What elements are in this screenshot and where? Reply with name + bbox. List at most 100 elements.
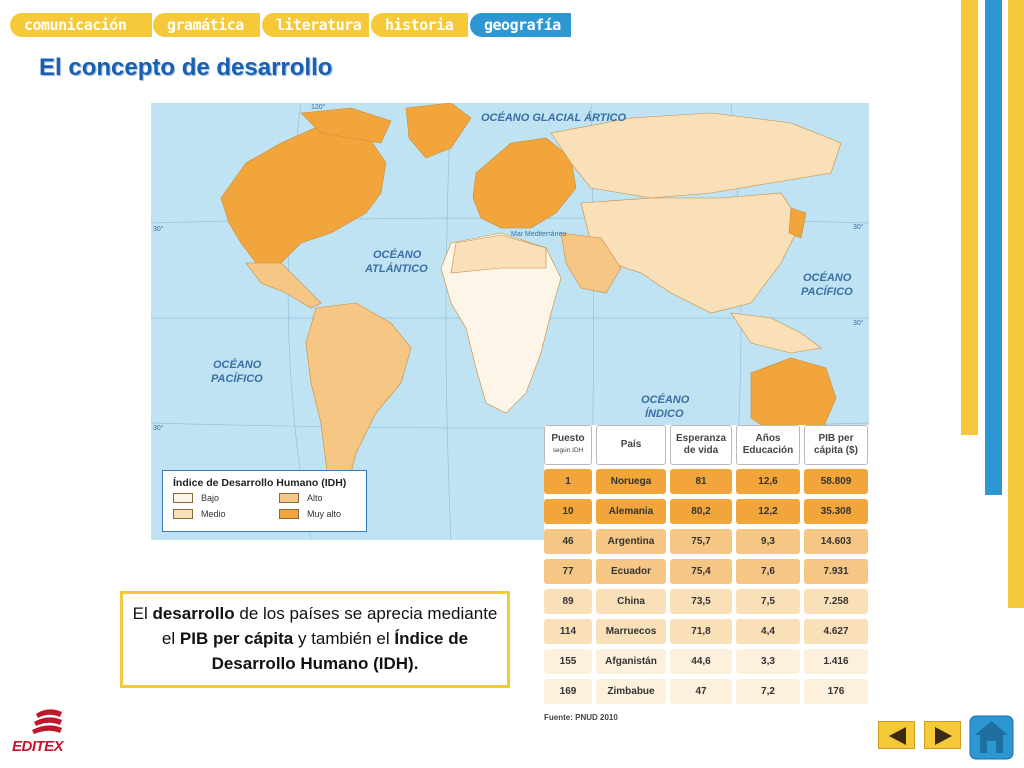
region-north-africa xyxy=(450,234,547,274)
legend-title: Índice de Desarrollo Humano (IDH) xyxy=(173,477,347,489)
tab-geografia[interactable]: geografía xyxy=(470,13,571,37)
header-rank-sub: según IDH xyxy=(552,447,584,454)
label-deg-30n: 30° xyxy=(153,225,164,233)
label-mediterranean: Mar Mediterráneo xyxy=(511,231,566,238)
cell-rank: 169 xyxy=(544,679,592,704)
cell-edu: 3,3 xyxy=(736,649,800,674)
legend-swatch-alto xyxy=(279,493,299,503)
arrow-right-icon xyxy=(935,727,952,745)
decor-bar-yellow-1 xyxy=(961,0,978,435)
cell-gdp: 14.603 xyxy=(804,529,868,554)
idh-table: Puesto según IDH País Esperanza de vida Añ… xyxy=(544,425,872,725)
text-bold2: PIB per cápita xyxy=(179,629,294,648)
header-rank-main: Puesto xyxy=(551,433,585,444)
cell-gdp: 7.931 xyxy=(804,559,868,584)
cell-gdp: 58.809 xyxy=(804,469,868,494)
region-greenland xyxy=(405,103,472,159)
cell-rank: 10 xyxy=(544,499,592,524)
label-deg-30s-right: 30° xyxy=(853,319,864,327)
tab-gramatica[interactable]: gramática xyxy=(153,13,260,37)
region-australia xyxy=(750,357,837,439)
cell-rank: 1 xyxy=(544,469,592,494)
cell-country: Alemania xyxy=(596,499,666,524)
cell-edu: 12,2 xyxy=(736,499,800,524)
decor-bar-yellow-2 xyxy=(1008,0,1024,608)
label-pacific-east-1: OCÉANO xyxy=(803,271,852,284)
region-africa xyxy=(440,232,562,414)
cell-life: 71,8 xyxy=(670,619,732,644)
tab-comunicacion[interactable]: comunicación xyxy=(10,13,152,37)
label-arctic-ocean: OCÉANO GLACIAL ÁRTICO xyxy=(481,111,626,124)
arrow-left-icon xyxy=(889,727,906,745)
cell-gdp: 7.258 xyxy=(804,589,868,614)
region-japan xyxy=(788,207,807,239)
header-life-1: Esperanza xyxy=(675,433,727,444)
home-button[interactable] xyxy=(969,715,1014,760)
label-indian-2: ÍNDICO xyxy=(645,407,684,420)
header-life-2: de vida xyxy=(683,445,719,456)
label-deg-30n-right: 30° xyxy=(853,223,864,231)
label-deg-30s: 30° xyxy=(153,424,164,432)
label-pacific-east-2: PACÍFICO xyxy=(801,285,853,298)
region-canada-north xyxy=(300,107,392,144)
header-edu: Años Educación xyxy=(736,425,800,465)
cell-life: 44,6 xyxy=(670,649,732,674)
cell-edu: 7,2 xyxy=(736,679,800,704)
cell-rank: 46 xyxy=(544,529,592,554)
cell-gdp: 176 xyxy=(804,679,868,704)
tab-historia[interactable]: historia xyxy=(371,13,468,37)
cell-life: 80,2 xyxy=(670,499,732,524)
legend-swatch-medio xyxy=(173,509,193,519)
cell-edu: 7,6 xyxy=(736,559,800,584)
cell-life: 81 xyxy=(670,469,732,494)
label-deg-120: 120° xyxy=(311,103,326,111)
legend-label-medio: Medio xyxy=(201,509,226,519)
text-part1: El xyxy=(132,604,153,623)
logo-text: EDITEX xyxy=(12,738,64,755)
header-gdp: PIB per cápita ($) xyxy=(804,425,868,465)
region-europe xyxy=(472,137,577,229)
cell-rank: 114 xyxy=(544,619,592,644)
cell-rank: 155 xyxy=(544,649,592,674)
cell-life: 75,4 xyxy=(670,559,732,584)
text-part2: de los países se aprecia mediante el xyxy=(161,604,498,648)
cell-rank: 89 xyxy=(544,589,592,614)
tab-literatura[interactable]: literatura xyxy=(262,13,369,37)
region-middle-east xyxy=(560,232,622,294)
cell-country: Noruega xyxy=(596,469,666,494)
cell-rank: 77 xyxy=(544,559,592,584)
home-icon xyxy=(969,715,1014,760)
label-indian-1: OCÉANO xyxy=(641,393,690,406)
explanation-box: El desarrollo de los países se aprecia m… xyxy=(120,591,510,688)
cell-country: Argentina xyxy=(596,529,666,554)
cell-edu: 12,6 xyxy=(736,469,800,494)
cell-gdp: 1.416 xyxy=(804,649,868,674)
decor-bar-blue xyxy=(985,0,1002,495)
label-pacific-west-1: OCÉANO xyxy=(213,358,262,371)
cell-country: Afganistán xyxy=(596,649,666,674)
text-part3: y también el xyxy=(293,629,395,648)
editex-logo: EDITEX xyxy=(12,708,82,758)
legend-swatch-muy-alto xyxy=(279,509,299,519)
prev-button[interactable] xyxy=(878,721,915,749)
cell-edu: 7,5 xyxy=(736,589,800,614)
next-button[interactable] xyxy=(924,721,961,749)
label-atlantic-2: ATLÁNTICO xyxy=(364,262,428,275)
cell-life: 47 xyxy=(670,679,732,704)
cell-gdp: 4.627 xyxy=(804,619,868,644)
header-gdp-1: PIB per xyxy=(818,433,854,444)
legend-label-alto: Alto xyxy=(307,493,323,503)
cell-life: 75,7 xyxy=(670,529,732,554)
page-title: El concepto de desarrollo xyxy=(39,54,333,81)
cell-country: Zimbabue xyxy=(596,679,666,704)
cell-edu: 4,4 xyxy=(736,619,800,644)
region-central-america xyxy=(245,262,322,309)
text-bold1: desarrollo xyxy=(152,604,235,623)
table-source: Fuente: PNUD 2010 xyxy=(544,713,618,722)
region-russia xyxy=(550,112,842,199)
legend-label-bajo: Bajo xyxy=(201,493,220,503)
header-rank: Puesto según IDH xyxy=(544,425,592,465)
header-country: País xyxy=(596,425,666,465)
logo-mark-icon xyxy=(32,709,62,734)
cell-country: Ecuador xyxy=(596,559,666,584)
